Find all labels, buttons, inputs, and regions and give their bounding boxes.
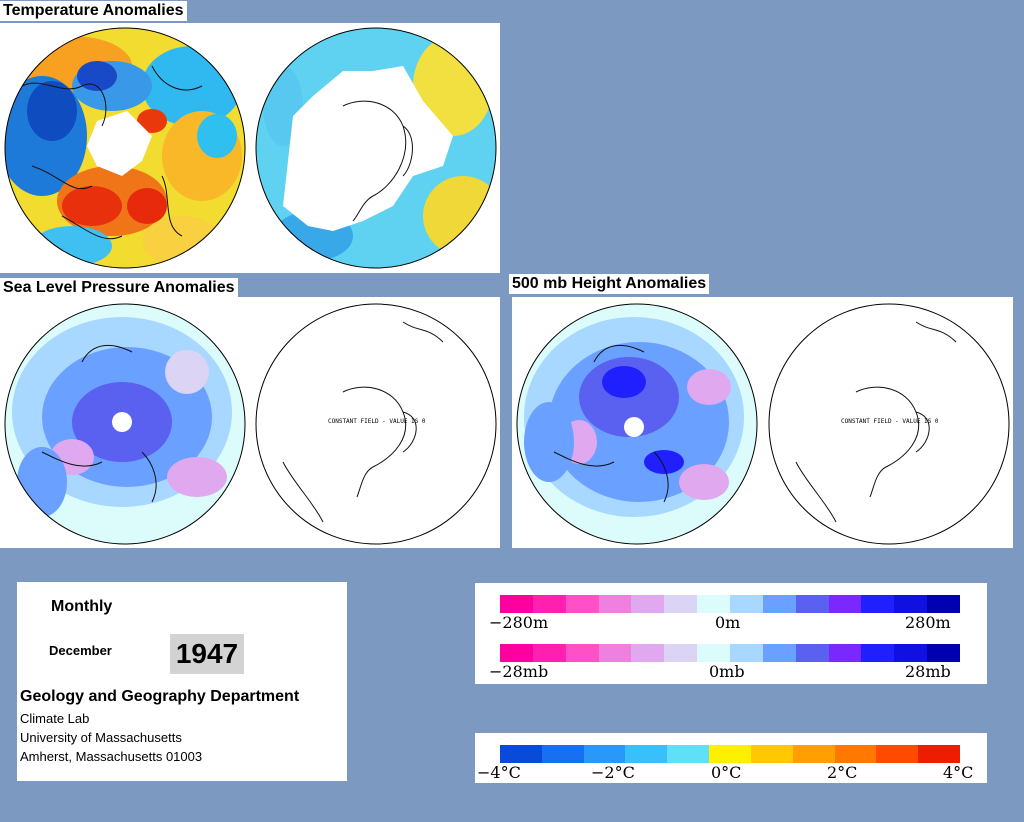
temperature-panel <box>0 23 500 273</box>
height-pressure-legend: −280m 0m 280m −28mb 0mb 28mb <box>475 583 987 684</box>
height500-north-hemisphere-map <box>514 302 760 546</box>
temperature-north-hemisphere-map <box>2 26 248 270</box>
temperature-swatch-1 <box>541 745 584 763</box>
temperature-legend: −4°C −2°C 0°C 2°C 4°C <box>475 733 987 783</box>
year-label: 1947 <box>170 634 244 674</box>
height-tick-zero: 0m <box>715 613 741 632</box>
slp-panel: CONSTANT FIELD - VALUE IS 0 <box>0 297 500 548</box>
height-swatch-2 <box>565 595 599 613</box>
temp-tick-plus4: 4°C <box>943 763 974 782</box>
height-swatch-10 <box>828 595 862 613</box>
height-swatch-3 <box>598 595 632 613</box>
height-swatch-0 <box>500 595 533 613</box>
pressure-swatch-9 <box>795 644 829 662</box>
info-box: Monthly December 1947 Geology and Geogra… <box>17 582 347 781</box>
temperature-color-bar <box>500 745 960 763</box>
pressure-swatch-11 <box>861 644 895 662</box>
pressure-swatch-5 <box>664 644 698 662</box>
slp-north-hemisphere-map <box>2 302 248 546</box>
pressure-swatch-4 <box>631 644 665 662</box>
lab-label: Climate Lab <box>20 711 90 726</box>
pressure-swatch-12 <box>894 644 928 662</box>
slp-south-hemisphere-map: CONSTANT FIELD - VALUE IS 0 <box>253 302 499 546</box>
height500-south-hemisphere-map: CONSTANT FIELD - VALUE IS 0 <box>766 302 1012 546</box>
university-label: University of Massachusetts <box>20 730 182 745</box>
temperature-swatch-6 <box>750 745 793 763</box>
height-swatch-5 <box>664 595 698 613</box>
pressure-swatch-10 <box>828 644 862 662</box>
pressure-swatch-13 <box>927 644 961 662</box>
temp-tick-minus4: −4°C <box>477 763 521 782</box>
height500-constant-field-note: CONSTANT FIELD - VALUE IS 0 <box>841 418 939 425</box>
temperature-swatch-9 <box>876 745 919 763</box>
height500-title: 500 mb Height Anomalies <box>509 274 710 294</box>
temperature-title: Temperature Anomalies <box>0 1 187 21</box>
month-label: December <box>49 643 112 658</box>
height-swatch-13 <box>927 595 961 613</box>
temperature-swatch-10 <box>918 745 960 763</box>
pressure-swatch-3 <box>598 644 632 662</box>
height-swatch-6 <box>697 595 731 613</box>
temp-tick-zero: 0°C <box>711 763 742 782</box>
temperature-swatch-5 <box>709 745 751 763</box>
height-swatch-4 <box>631 595 665 613</box>
temperature-swatch-4 <box>667 745 710 763</box>
pressure-swatch-8 <box>762 644 796 662</box>
pressure-color-bar <box>500 644 961 662</box>
height-swatch-8 <box>762 595 796 613</box>
slp-title: Sea Level Pressure Anomalies <box>0 278 238 298</box>
height-color-bar <box>500 595 961 613</box>
temperature-swatch-2 <box>583 745 626 763</box>
temperature-swatch-3 <box>625 745 668 763</box>
temp-tick-plus2: 2°C <box>827 763 858 782</box>
pressure-swatch-1 <box>532 644 566 662</box>
pressure-swatch-0 <box>500 644 533 662</box>
pressure-swatch-7 <box>730 644 763 662</box>
temperature-swatch-8 <box>834 745 877 763</box>
temperature-swatch-0 <box>500 745 542 763</box>
height-swatch-7 <box>730 595 763 613</box>
temperature-swatch-7 <box>792 745 835 763</box>
slp-constant-field-note: CONSTANT FIELD - VALUE IS 0 <box>328 418 426 425</box>
height-tick-max: 280m <box>905 613 951 632</box>
address-label: Amherst, Massachusetts 01003 <box>20 749 203 764</box>
height-swatch-9 <box>795 595 829 613</box>
pressure-tick-min: −28mb <box>489 662 549 681</box>
period-label: Monthly <box>51 598 113 615</box>
height-swatch-11 <box>861 595 895 613</box>
height-swatch-12 <box>894 595 928 613</box>
temp-tick-minus2: −2°C <box>591 763 635 782</box>
temperature-south-hemisphere-map <box>253 26 499 270</box>
department-label: Geology and Geography Department <box>20 688 300 705</box>
height-swatch-1 <box>532 595 566 613</box>
pressure-swatch-6 <box>697 644 731 662</box>
height-tick-min: −280m <box>489 613 549 632</box>
height500-panel: CONSTANT FIELD - VALUE IS 0 <box>512 297 1013 548</box>
pressure-tick-zero: 0mb <box>709 662 745 681</box>
pressure-swatch-2 <box>565 644 599 662</box>
pressure-tick-max: 28mb <box>905 662 951 681</box>
